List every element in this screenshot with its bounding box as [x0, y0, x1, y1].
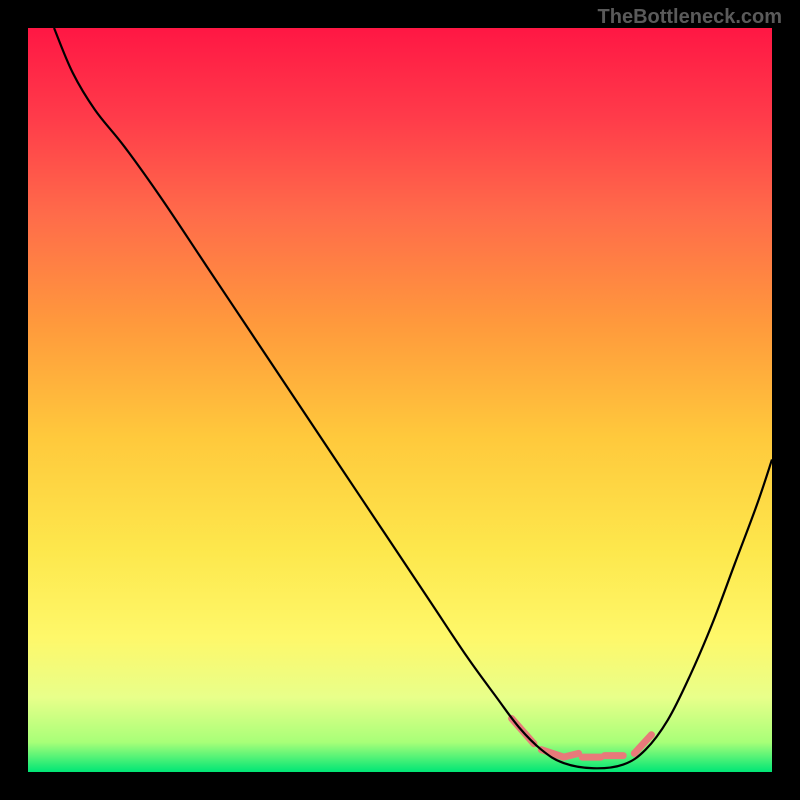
highlight-segment	[634, 735, 651, 754]
plot-area	[28, 28, 772, 772]
chart-curve-layer	[28, 28, 772, 772]
watermark-text: TheBottleneck.com	[598, 6, 782, 29]
highlight-segment	[564, 753, 579, 757]
bottleneck-curve	[54, 28, 772, 768]
highlight-segments	[512, 718, 652, 757]
